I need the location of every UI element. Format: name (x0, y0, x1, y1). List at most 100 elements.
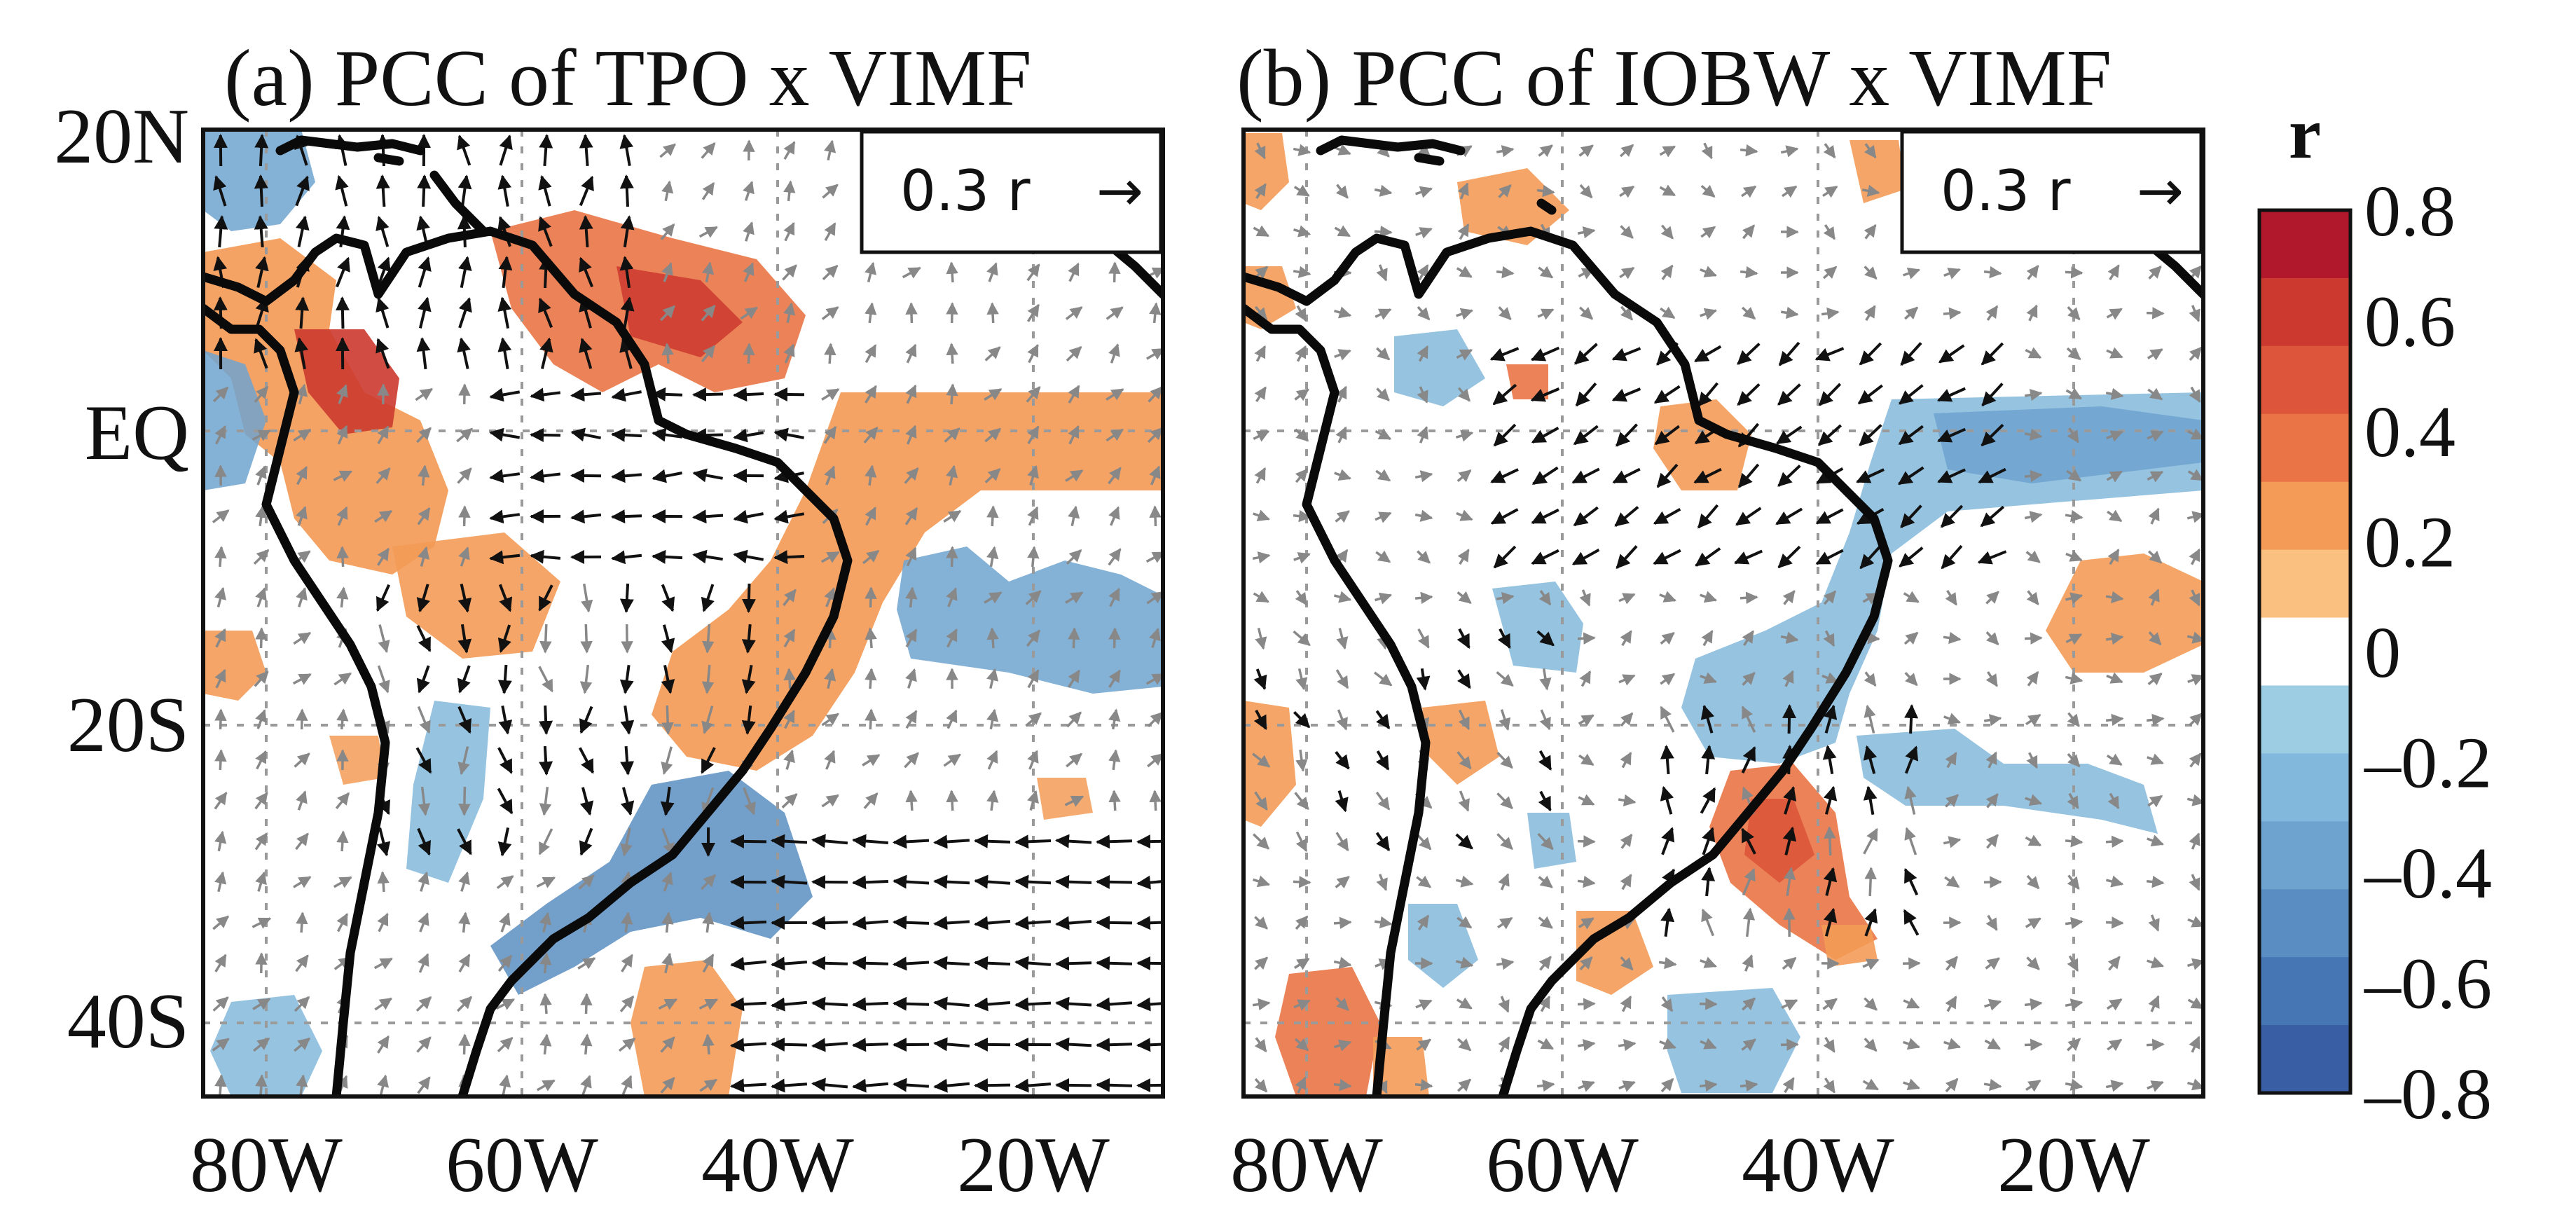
wind-vector-arrow (1900, 504, 1922, 528)
wind-vector-arrow (865, 261, 877, 283)
wind-vector-arrow (905, 668, 917, 689)
wind-vector-arrow (811, 996, 848, 1011)
colorbar-tick-label: –0.4 (2364, 833, 2492, 914)
wind-vector-arrow (1374, 226, 1393, 238)
wind-vector-arrow (1068, 669, 1080, 688)
wind-vector-arrow (296, 215, 310, 247)
wind-vector-arrow (1027, 425, 1040, 444)
wind-vector-arrow (701, 706, 714, 734)
wind-vector-arrow (378, 624, 390, 654)
wind-vector-arrow (1659, 145, 1676, 158)
wind-vector-arrow (294, 996, 310, 1012)
wind-vector-arrow (865, 302, 877, 324)
wind-vector-arrow (1455, 833, 1473, 850)
wind-vector-arrow (1776, 425, 1803, 445)
wind-vector-arrow (1578, 753, 1594, 766)
wind-vector-arrow (862, 754, 881, 766)
wind-vector-arrow (2146, 713, 2165, 727)
wind-vector-arrow (2067, 712, 2080, 727)
wind-vector-arrow (783, 668, 796, 689)
wind-vector-arrow (1293, 630, 1311, 647)
wind-vector-arrow (1374, 916, 1393, 929)
wind-vector-arrow (1027, 750, 1039, 770)
blob-b-5 (1653, 399, 1751, 490)
wind-vector-arrow (1027, 506, 1039, 526)
wind-vector-arrow (254, 134, 269, 167)
wind-vector-arrow (1254, 956, 1268, 970)
wind-vector-arrow (1619, 266, 1635, 280)
wind-vector-arrow (1904, 672, 1918, 687)
wind-vector-arrow (1147, 711, 1163, 728)
wind-vector-arrow (1295, 668, 1308, 691)
wind-vector-arrow (2148, 266, 2162, 280)
wind-vector-arrow (741, 583, 756, 613)
wind-vector-arrow (1943, 713, 1961, 724)
wind-vector-arrow (1489, 347, 1520, 362)
wind-vector-arrow (2024, 428, 2043, 441)
x-tick-a-20w: 20W (957, 1122, 1110, 1209)
wind-vector-arrow (457, 135, 471, 166)
wind-vector-arrow (986, 302, 999, 324)
wind-vector-arrow (2189, 1036, 2200, 1053)
wind-vector-arrow (1014, 1078, 1052, 1093)
wind-vector-arrow (1579, 589, 1591, 607)
wind-vector-arrow (335, 174, 349, 207)
wind-vector-arrow (497, 827, 512, 857)
wind-vector-arrow (783, 141, 796, 160)
wind-vector-arrow (1333, 1039, 1352, 1052)
wind-vector-arrow (418, 786, 431, 816)
wind-vector-arrow (852, 956, 889, 970)
wind-vector-arrow (905, 546, 917, 567)
wind-vector-arrow (1333, 916, 1352, 930)
wind-vector-arrow (2106, 998, 2123, 1011)
wind-vector-arrow (1577, 875, 1596, 888)
wind-vector-arrow (1146, 591, 1163, 605)
wind-vector-arrow (852, 1038, 889, 1052)
wind-vector-arrow (1735, 507, 1762, 526)
blob-a-15 (329, 736, 385, 785)
wind-vector-arrow (1456, 751, 1472, 770)
wind-vector-arrow (1661, 827, 1675, 855)
wind-vector-arrow (621, 1075, 633, 1095)
wind-vector-arrow (1416, 875, 1432, 888)
wind-vector-arrow (2026, 752, 2038, 769)
wind-vector-arrow (1977, 550, 2007, 565)
wind-vector-arrow (824, 587, 836, 607)
wind-vector-arrow (946, 546, 958, 568)
wind-vector-arrow (1414, 470, 1433, 483)
wind-vector-arrow (701, 624, 715, 654)
wind-vector-arrow (1577, 226, 1596, 239)
wind-vector-arrow (457, 665, 471, 694)
wind-vector-arrow (661, 584, 675, 612)
wind-vector-arrow (1375, 710, 1391, 729)
wind-vector-arrow (1577, 1038, 1596, 1052)
panel-b-title: (b) PCC of IOBW x VIMF (1237, 34, 2112, 123)
wind-vector-arrow (1775, 507, 1803, 525)
wind-vector-arrow (333, 470, 353, 482)
wind-vector-arrow (1108, 669, 1121, 688)
wind-vector-arrow (1694, 345, 1722, 363)
wind-vector-arrow (214, 954, 227, 972)
wind-vector-arrow (1659, 591, 1676, 603)
wind-vector-arrow (579, 215, 593, 248)
wind-vector-arrow (1335, 790, 1349, 813)
wind-vector-arrow (458, 297, 472, 329)
wind-vector-arrow (499, 135, 513, 166)
wind-vector-arrow (1333, 956, 1352, 969)
wind-vector-arrow (1573, 425, 1599, 446)
wind-vector-arrow (1458, 709, 1470, 731)
wind-vector-arrow (2024, 632, 2043, 645)
wind-vector-arrow (1293, 266, 1311, 278)
wind-vector-arrow (783, 221, 795, 242)
wind-vector-arrow (852, 1078, 889, 1093)
wind-vector-arrow (661, 262, 673, 282)
wind-vector-arrow (1295, 831, 1308, 853)
wind-vector-arrow (1742, 907, 1756, 937)
wind-vector-arrow (498, 256, 513, 289)
wind-vector-arrow (733, 549, 764, 564)
wind-vector-arrow (214, 425, 226, 445)
wind-vector-arrow (865, 344, 877, 364)
wind-vector-arrow (570, 427, 601, 442)
wind-vector-arrow (457, 256, 472, 288)
wind-vector-arrow (497, 664, 512, 694)
